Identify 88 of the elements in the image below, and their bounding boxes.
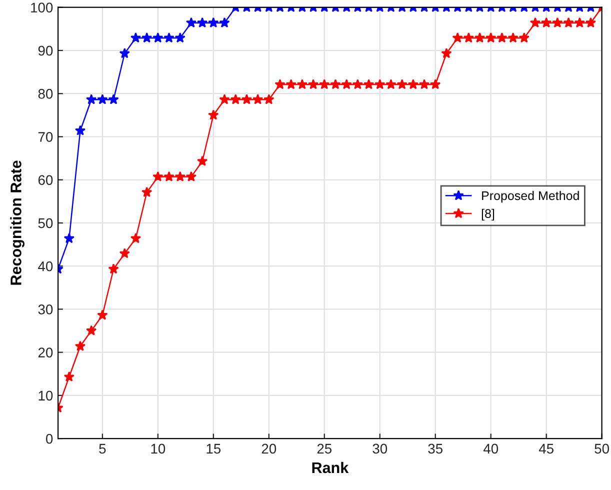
point — [496, 32, 508, 43]
point — [352, 78, 364, 90]
point — [230, 94, 241, 104]
point — [396, 78, 408, 90]
point — [142, 186, 152, 197]
point — [386, 78, 396, 90]
point — [508, 32, 518, 43]
x-tick-label: 25 — [317, 444, 332, 454]
y-tick-label: 90 — [38, 46, 53, 56]
point — [97, 310, 108, 320]
point — [241, 94, 252, 104]
point — [252, 94, 264, 104]
point — [208, 17, 219, 28]
y-tick-label: 0 — [46, 434, 53, 444]
point — [585, 17, 596, 28]
legend-label: [8] — [482, 208, 494, 220]
point — [319, 78, 330, 90]
point — [142, 32, 152, 43]
point — [363, 78, 374, 90]
point — [219, 94, 230, 104]
point — [518, 32, 530, 43]
y-tick-label: 80 — [38, 88, 53, 99]
point — [418, 78, 430, 90]
point — [86, 325, 97, 336]
point — [130, 32, 142, 43]
x-tick-label: 50 — [594, 444, 610, 454]
point — [452, 32, 463, 43]
point — [541, 17, 552, 28]
point — [408, 78, 418, 90]
point — [296, 78, 308, 90]
point — [208, 110, 219, 120]
point — [286, 78, 296, 90]
point — [164, 171, 174, 182]
y-axis-title: Recognition Rate — [10, 160, 24, 285]
y-tick-label: 60 — [38, 175, 53, 185]
legend-label: Proposed Method — [482, 190, 579, 203]
x-tick-label: 10 — [151, 444, 166, 454]
point — [108, 264, 119, 274]
y-tick-label: 100 — [31, 2, 53, 13]
y-tick-label: 70 — [38, 132, 53, 142]
y-tick-label: 40 — [38, 261, 53, 272]
point — [219, 17, 230, 28]
point — [119, 248, 130, 258]
x-tick-label: 30 — [372, 444, 388, 454]
point — [330, 78, 341, 90]
point — [174, 32, 186, 43]
x-tick-label: 35 — [428, 444, 443, 454]
point — [174, 171, 186, 182]
point — [530, 17, 541, 28]
x-tick-label: 20 — [262, 444, 276, 454]
y-tick-label: 10 — [38, 390, 53, 401]
point — [97, 94, 108, 104]
point — [152, 32, 164, 43]
point — [430, 78, 441, 90]
point — [563, 17, 574, 28]
point — [64, 371, 74, 382]
y-tick-label: 20 — [38, 348, 53, 358]
point — [264, 94, 274, 104]
y-tick-label: 30 — [38, 304, 53, 314]
point — [441, 48, 452, 58]
point — [130, 232, 142, 244]
point — [463, 32, 474, 43]
x-tick-label: 40 — [483, 444, 498, 454]
x-tick-label: 45 — [538, 444, 554, 454]
point — [574, 17, 585, 28]
point — [186, 171, 197, 182]
point — [152, 171, 164, 182]
point — [74, 125, 86, 136]
x-axis-title: Rank — [312, 462, 349, 474]
point — [474, 32, 486, 43]
point — [186, 17, 197, 28]
point — [64, 232, 74, 244]
point — [108, 94, 119, 104]
point — [374, 78, 386, 90]
point — [341, 78, 352, 90]
point — [86, 94, 97, 104]
point — [74, 340, 86, 351]
x-tick-label: 5 — [99, 444, 106, 454]
x-tick-label: 15 — [206, 444, 221, 454]
point — [274, 78, 286, 90]
point — [119, 48, 130, 58]
point — [486, 32, 496, 43]
point — [196, 156, 208, 166]
y-tick-label: 50 — [38, 218, 53, 228]
point — [196, 17, 208, 28]
point — [308, 78, 319, 90]
point — [552, 17, 563, 28]
point — [164, 32, 174, 43]
